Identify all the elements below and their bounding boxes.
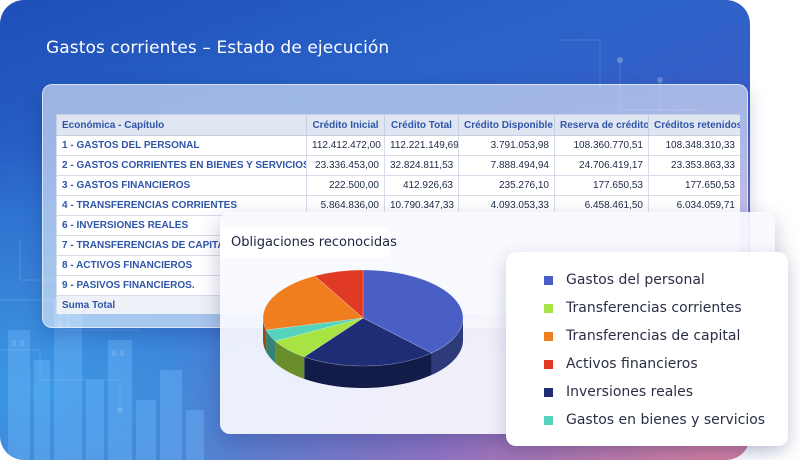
column-header[interactable]: Reserva de crédito bbox=[554, 114, 649, 136]
table-cell: 177.650,53 bbox=[648, 175, 740, 196]
legend-swatch bbox=[544, 275, 553, 285]
table-cell: 32.824.811,53 bbox=[384, 155, 459, 176]
chart-legend: Gastos del personal Transferencias corri… bbox=[506, 252, 788, 446]
table-row[interactable]: 1 - GASTOS DEL PERSONAL 112.412.472,00 1… bbox=[56, 135, 740, 156]
pie-slice[interactable] bbox=[274, 317, 364, 358]
table-row[interactable]: 3 - GASTOS FINANCIEROS 222.500,00 412.92… bbox=[56, 175, 740, 196]
legend-swatch bbox=[544, 415, 553, 425]
table-header-row: Económica - Capítulo Crédito Inicial Cré… bbox=[56, 114, 740, 136]
legend-item[interactable]: Transferencias de capital bbox=[544, 322, 788, 350]
legend-label: Gastos del personal bbox=[566, 272, 705, 288]
legend-item[interactable]: Gastos del personal bbox=[544, 266, 788, 294]
table-cell: 24.706.419,17 bbox=[554, 155, 649, 176]
table-cell: 108.348.310,33 bbox=[648, 135, 740, 156]
legend-swatch bbox=[544, 387, 553, 397]
column-header[interactable]: Créditos retenidos bbox=[648, 114, 740, 136]
legend-swatch bbox=[544, 303, 553, 313]
legend-item[interactable]: Activos financieros bbox=[544, 350, 788, 378]
table-cell: 222.500,00 bbox=[306, 175, 385, 196]
table-cell: 23.336.453,00 bbox=[306, 155, 385, 176]
chart-title-tab bbox=[220, 228, 390, 258]
page-title: Gastos corrientes – Estado de ejecución bbox=[46, 38, 390, 58]
legend-label: Transferencias de capital bbox=[566, 328, 741, 344]
pie-slice-side bbox=[263, 318, 267, 352]
table-cell: 112.221.149,69 bbox=[384, 135, 459, 156]
table-cell: 412.926,63 bbox=[384, 175, 459, 196]
legend-swatch bbox=[544, 331, 553, 341]
legend-item[interactable]: Gastos en bienes y servicios bbox=[544, 406, 788, 434]
row-label: 1 - GASTOS DEL PERSONAL bbox=[56, 135, 307, 156]
chart-title: Obligaciones reconocidas bbox=[231, 235, 397, 250]
table-cell: 108.360.770,51 bbox=[554, 135, 649, 156]
pie-chart bbox=[262, 269, 464, 388]
pie-slice[interactable] bbox=[265, 317, 364, 342]
legend-label: Inversiones reales bbox=[566, 384, 694, 400]
legend-swatch bbox=[544, 359, 553, 369]
table-row[interactable]: 2 - GASTOS CORRIENTES EN BIENES Y SERVIC… bbox=[56, 155, 740, 176]
table-cell: 7.888.494,94 bbox=[458, 155, 555, 176]
pie-slice[interactable] bbox=[362, 269, 464, 354]
legend-label: Gastos en bienes y servicios bbox=[566, 412, 766, 428]
table-cell: 112.412.472,00 bbox=[306, 135, 385, 156]
legend-label: Activos financieros bbox=[566, 356, 698, 372]
row-label: 3 - GASTOS FINANCIEROS bbox=[56, 175, 307, 196]
table-cell: 3.791.053,98 bbox=[458, 135, 555, 156]
legend-item[interactable]: Transferencias corrientes bbox=[544, 294, 788, 322]
table-cell: 177.650,53 bbox=[554, 175, 649, 196]
pie-slice-side bbox=[275, 341, 305, 379]
legend-item[interactable]: Inversiones reales bbox=[544, 378, 788, 406]
pie-slice[interactable] bbox=[314, 269, 364, 319]
row-label: 2 - GASTOS CORRIENTES EN BIENES Y SERVIC… bbox=[56, 155, 307, 176]
pie-slice[interactable] bbox=[262, 275, 364, 331]
column-header[interactable]: Crédito Total bbox=[384, 114, 459, 136]
table-cell: 235.276,10 bbox=[458, 175, 555, 196]
legend-label: Transferencias corrientes bbox=[566, 300, 742, 316]
pie-slice[interactable] bbox=[303, 317, 433, 367]
column-header[interactable]: Crédito Disponible bbox=[458, 114, 555, 136]
table-cell: 23.353.863,33 bbox=[648, 155, 740, 176]
pie-slice-side bbox=[266, 329, 276, 364]
pie-slice-side bbox=[304, 352, 432, 388]
column-header[interactable]: Económica - Capítulo bbox=[56, 114, 307, 136]
column-header[interactable]: Crédito Inicial bbox=[306, 114, 385, 136]
pie-slice-side bbox=[431, 318, 463, 375]
